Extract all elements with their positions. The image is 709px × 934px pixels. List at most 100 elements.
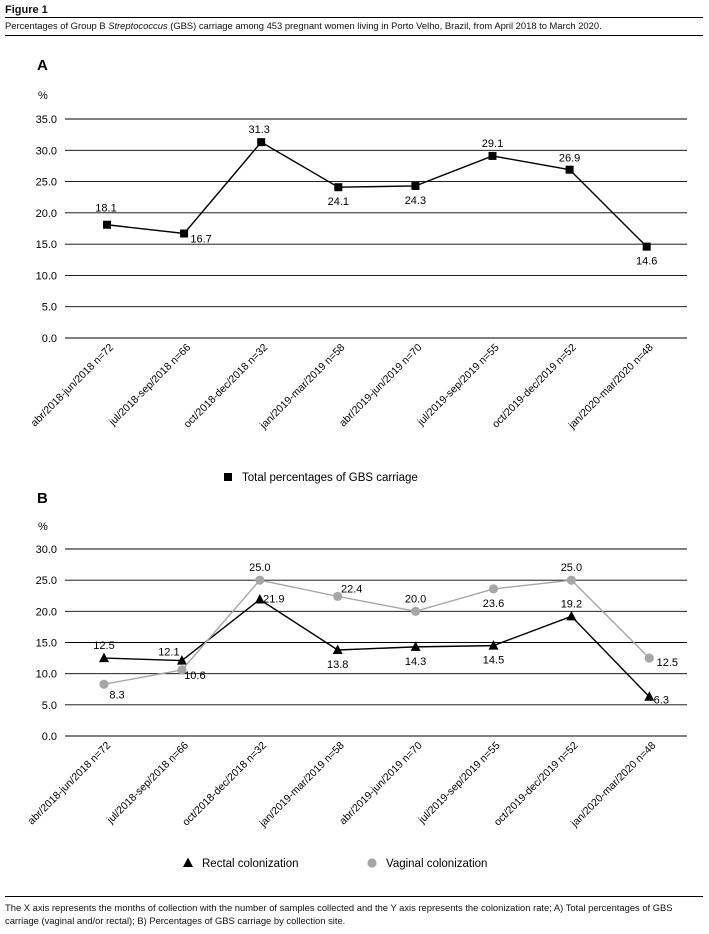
panel-a-label: A [37,57,48,74]
panel-b-category-label: jul/2018-sep/2018 n=66 [104,740,191,827]
panel-b-data-label: 21.9 [263,593,284,605]
panel-b-data-point-triangle [254,593,265,604]
panel-a-data-label: 14.6 [636,256,657,268]
panel-b-data-label: 14.3 [405,656,426,668]
panel-a-ytick-label: 20.0 [36,208,57,220]
panel-b-data-label: 12.5 [93,640,114,652]
panel-b-category-label: oct/2018-dec/2018 n=32 [180,740,269,829]
panel-b-legend-marker [367,858,377,868]
caption-bottom-rule [5,35,703,36]
panel-b-data-point-circle [255,575,265,585]
panel-b-data-label: 22.4 [341,583,362,595]
panel-a-data-point-square [565,165,574,174]
panel-a-series-line-square [106,141,648,248]
panel-b-category-label: abr/2018-jun/2018 n=72 [26,740,114,828]
panel-a-data-point-square [488,151,497,160]
panel-a-legend-label: Total percentages of GBS carriage [242,472,418,484]
panel-b-data-label: 23.6 [483,598,504,610]
panel-b-data-point-triangle [644,691,655,701]
panel-a-legend-marker [224,473,232,481]
panel-a-category-label: abr/2019-jun/2019 n=70 [337,342,425,430]
panel-b-data-label: 19.2 [561,598,582,610]
panel-b-data-point-circle [488,584,499,594]
caption-italic-genus: Streptococcus [108,20,168,31]
panel-b-data-label: 12.1 [158,647,179,659]
panel-a-category-label: oct/2018-dec/2018 n=32 [182,342,271,431]
caption-text-end: (GBS) carriage among 453 pregnant women … [167,20,602,31]
figure-caption: Percentages of Group B Streptococcus (GB… [5,20,703,31]
panel-b-data-label: 14.5 [483,655,504,667]
panel-b-data-point-circle [411,606,421,616]
panel-a-category-label: abr/2018-jun/2018 n=72 [29,342,117,430]
panel-a-data-point-square [411,181,420,190]
panel-b-data-label: 6.3 [654,695,669,707]
panel-a-data-label: 24.3 [405,195,426,207]
panel-a-category-label: jul/2018-sep/2018 n=66 [106,342,193,429]
panel-a-ytick-label: 0.0 [42,333,57,345]
panel-a-ytick-label: 15.0 [36,239,57,251]
panel-a-ylabel: % [38,90,48,102]
panel-b-label: B [37,490,48,507]
panel-b-data-label: 25.0 [249,562,270,574]
panel-a-category-label: oct/2019-dec/2019 n=52 [490,342,579,431]
panel-b-series-line-circle [103,579,650,685]
panel-a-data-label: 18.1 [95,203,116,215]
panel-b-legend-label: Vaginal colonization [386,858,487,870]
figure-footnote: The X axis represents the months of coll… [5,902,673,926]
panel-b-series-line-triangle [103,598,650,698]
panel-b-data-point-triangle [332,644,343,654]
panel-a-category-label: jan/2019-mar/2019 n=58 [257,342,347,432]
panel-a-ytick-label: 25.0 [36,177,57,189]
panel-b-ytick-label: 5.0 [42,700,57,712]
panel-a-data-point-square [257,138,266,147]
panel-b-ytick-label: 20.0 [36,606,57,618]
panel-b-data-point-circle [333,591,343,601]
panel-a-ytick-label: 10.0 [36,270,57,282]
panel-b-ytick-label: 25.0 [36,575,57,587]
panel-b-ytick-label: 30.0 [36,544,57,556]
caption-text-start: Percentages of Group B [5,20,109,31]
caption-rule [5,17,703,18]
panel-a-ytick-label: 5.0 [42,302,57,314]
panel-b-data-point-circle [644,653,654,663]
panel-a-data-label: 26.9 [559,153,580,165]
panel-b-data-point-triangle [176,655,187,665]
panel-b-data-point-triangle [566,610,577,621]
footnote-rule [5,896,703,897]
panel-a-data-point-square [103,220,111,229]
panel-b-category-label: jan/2020-mar/2020 n=48 [568,740,658,830]
panel-a-data-label: 31.3 [248,124,269,136]
panel-b-category-label: jul/2019-sep/2019 n=55 [416,740,503,827]
panel-b-data-point-triangle [410,641,421,651]
panel-b-data-label: 10.6 [184,670,205,682]
figure-label: Figure 1 [5,4,48,16]
panel-b-data-point-triangle [488,640,499,650]
panel-a-ytick-label: 35.0 [36,114,57,126]
panel-a-data-point-square [642,242,651,251]
panel-b-data-point-circle [566,575,577,585]
panel-b-data-label: 12.5 [657,657,678,669]
panel-a-data-label: 29.1 [482,138,503,150]
panel-b-ylabel: % [38,521,48,533]
panel-b-data-point-circle [177,665,187,675]
panel-b-data-label: 25.0 [561,562,582,574]
panel-b-ytick-label: 0.0 [42,731,57,743]
panel-b-data-label: 13.8 [327,659,348,671]
panel-b-ytick-label: 10.0 [36,669,57,681]
panel-b-category-label: jan/2019-mar/2019 n=58 [257,740,347,830]
panel-b-category-label: abr/2019-jun/2019 n=70 [337,740,425,828]
panel-a-ytick-label: 30.0 [36,145,57,157]
panel-b-category-label: oct/2019-dec/2019 n=52 [492,740,581,829]
panel-a-data-point-square [180,229,189,238]
panel-b-data-label: 8.3 [109,689,124,701]
panel-b-legend-label: Rectal colonization [202,858,299,870]
panel-a-category-label: jan/2020-mar/2020 n=48 [566,342,656,432]
panel-b-ytick-label: 15.0 [36,638,57,650]
panel-a-data-point-square [334,183,343,192]
panel-a-data-label: 24.1 [328,196,349,208]
panel-a-category-label: jul/2019-sep/2019 n=55 [415,342,502,429]
panel-b-data-point-circle [99,679,109,689]
panel-b-data-label: 20.0 [405,593,426,605]
panel-b-data-point-triangle [99,652,109,663]
